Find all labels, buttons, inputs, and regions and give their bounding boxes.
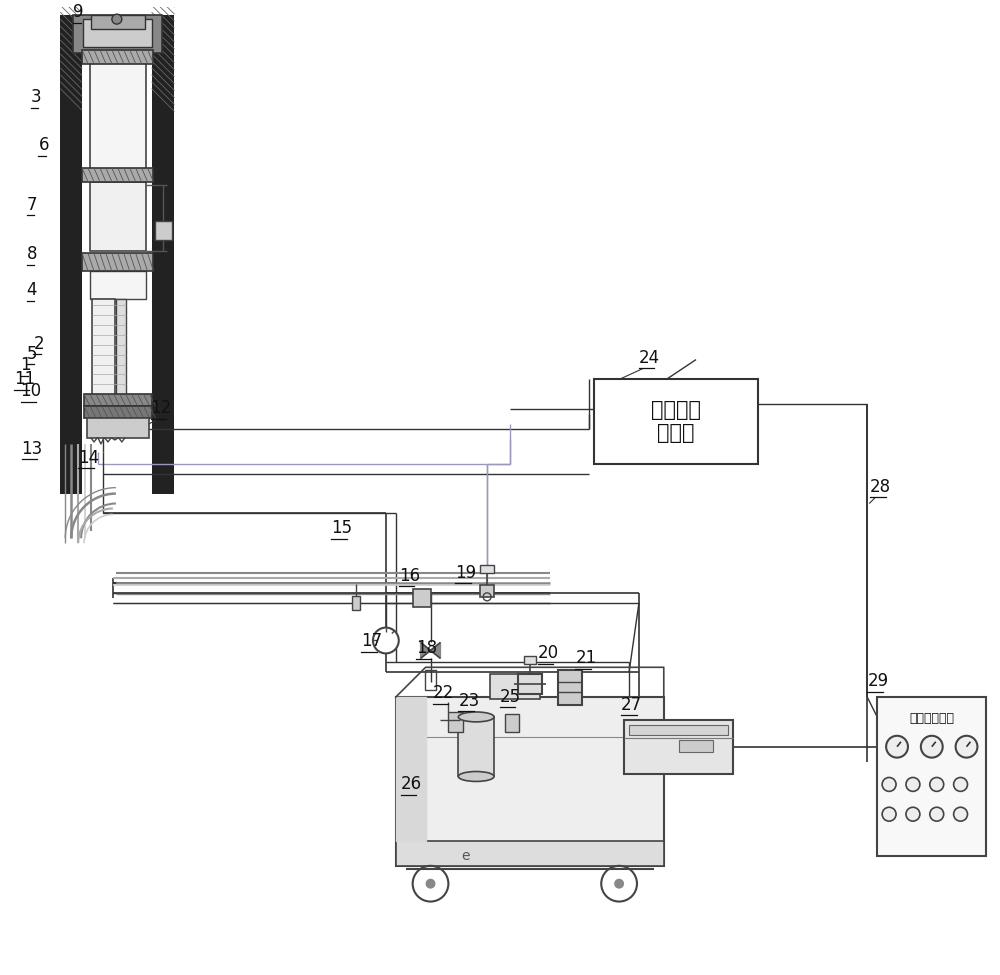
Bar <box>877 697 986 856</box>
Circle shape <box>930 777 944 792</box>
Bar <box>73 16 162 53</box>
Bar <box>480 585 494 597</box>
Bar <box>448 712 463 732</box>
Text: 21: 21 <box>575 649 597 667</box>
Circle shape <box>112 15 122 24</box>
Bar <box>87 418 149 438</box>
Text: 28: 28 <box>870 478 891 495</box>
Text: 12: 12 <box>151 399 172 417</box>
Circle shape <box>956 736 977 758</box>
Text: 29: 29 <box>867 672 888 690</box>
Text: 15: 15 <box>331 520 352 537</box>
Text: 8: 8 <box>27 246 37 263</box>
Text: 18: 18 <box>416 640 437 657</box>
Text: 1: 1 <box>21 357 31 374</box>
Text: 3: 3 <box>31 89 41 106</box>
Bar <box>90 271 146 299</box>
Polygon shape <box>396 697 426 841</box>
Bar <box>396 841 664 866</box>
Circle shape <box>906 777 920 792</box>
Bar <box>679 740 713 752</box>
Bar <box>83 20 152 47</box>
Text: 16: 16 <box>399 566 420 585</box>
Ellipse shape <box>458 712 494 722</box>
Text: 水力致裂
测控仪: 水力致裂 测控仪 <box>651 400 701 444</box>
Circle shape <box>954 807 968 821</box>
Text: 26: 26 <box>401 775 422 794</box>
Bar <box>90 182 146 252</box>
Bar <box>352 596 360 609</box>
Bar <box>92 299 115 399</box>
Text: 24: 24 <box>639 348 660 367</box>
Bar <box>524 656 536 664</box>
Text: 23: 23 <box>458 692 480 710</box>
Bar <box>505 714 519 732</box>
Text: 9: 9 <box>73 3 84 21</box>
Bar <box>82 50 153 63</box>
Text: 22: 22 <box>433 684 454 702</box>
Bar <box>73 16 162 53</box>
Circle shape <box>954 777 968 792</box>
Text: 高压泵控制柜: 高压泵控制柜 <box>909 713 954 725</box>
Bar <box>425 670 436 690</box>
Circle shape <box>886 736 908 758</box>
Bar <box>60 16 82 493</box>
Circle shape <box>882 777 896 792</box>
Bar <box>490 675 540 699</box>
Bar <box>84 407 152 418</box>
Bar <box>558 670 582 705</box>
Bar <box>82 168 153 182</box>
Bar <box>518 675 542 694</box>
Circle shape <box>921 736 943 758</box>
Bar <box>91 16 145 29</box>
Bar <box>458 717 494 776</box>
Polygon shape <box>431 643 440 658</box>
Text: 20: 20 <box>538 644 559 662</box>
Bar <box>84 394 152 407</box>
Text: e: e <box>461 849 470 863</box>
Bar <box>594 379 758 464</box>
Bar <box>396 697 664 866</box>
Circle shape <box>882 807 896 821</box>
Text: 6: 6 <box>38 136 49 154</box>
Bar <box>624 720 733 774</box>
Text: 7: 7 <box>27 196 37 214</box>
Bar <box>413 589 431 606</box>
Bar <box>90 53 146 172</box>
Text: 2: 2 <box>33 334 44 353</box>
Bar <box>116 299 126 399</box>
Text: 19: 19 <box>455 564 476 582</box>
Circle shape <box>906 807 920 821</box>
Text: 10: 10 <box>21 382 42 401</box>
Text: 4: 4 <box>27 281 37 299</box>
Text: 13: 13 <box>22 440 43 458</box>
Text: 5: 5 <box>27 344 37 363</box>
Polygon shape <box>421 643 431 658</box>
Text: 25: 25 <box>500 688 521 706</box>
Bar <box>629 724 728 735</box>
Bar <box>480 566 494 573</box>
Bar <box>152 16 174 493</box>
Bar <box>155 220 172 241</box>
Circle shape <box>373 628 399 653</box>
Text: 14: 14 <box>78 448 99 467</box>
Text: 17: 17 <box>361 633 382 650</box>
Bar <box>82 254 153 271</box>
Text: 27: 27 <box>621 696 642 714</box>
Circle shape <box>426 878 435 888</box>
Text: 11: 11 <box>14 370 35 388</box>
Ellipse shape <box>458 771 494 781</box>
Circle shape <box>930 807 944 821</box>
Circle shape <box>614 878 624 888</box>
